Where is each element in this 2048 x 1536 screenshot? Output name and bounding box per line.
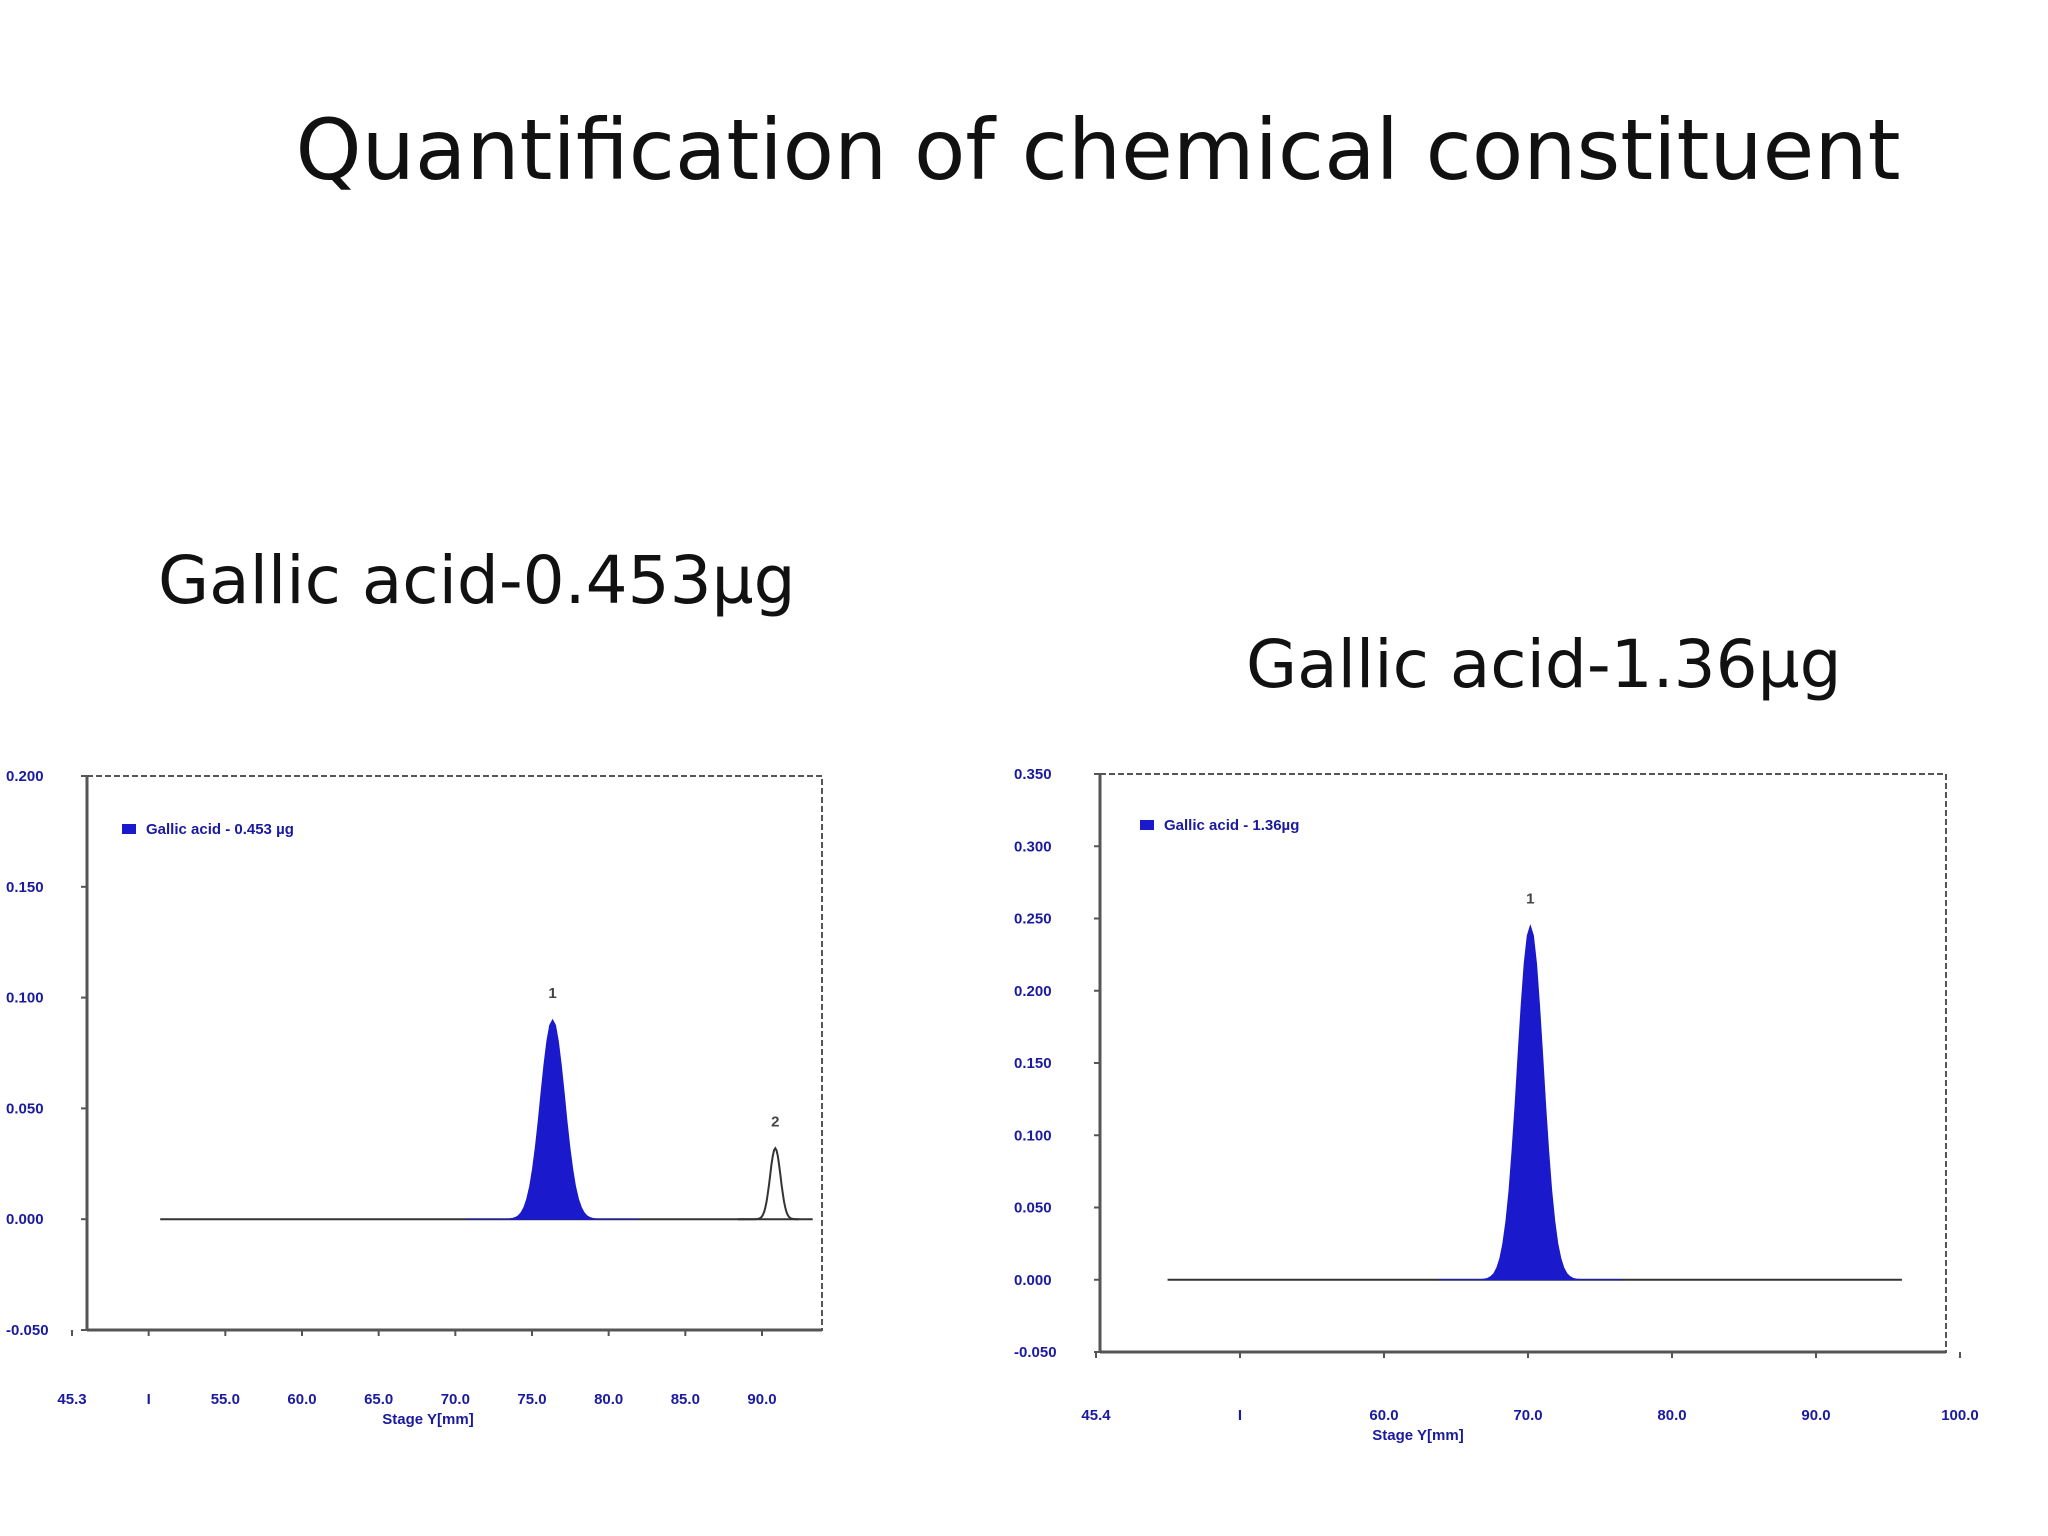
right-y-tick-label: 0.000 xyxy=(1014,1272,1052,1289)
right-y-tick-label: 0.350 xyxy=(1014,766,1052,783)
right-y-tick-label: 0.250 xyxy=(1014,911,1052,928)
left-legend-swatch xyxy=(122,824,136,834)
right-x-tick-label: 60.0 xyxy=(1369,1407,1398,1424)
left-peak-label-2: 2 xyxy=(771,1113,779,1130)
caption-left: Gallic acid-0.453µg xyxy=(158,542,796,619)
left-peak-1 xyxy=(466,1018,639,1220)
chromatogram-left: 0.200 0.150 0.100 0.050 0.000 -0.050 45.3 I 55.0… xyxy=(6,768,823,1428)
left-y-tick-label: 0.000 xyxy=(6,1211,44,1228)
left-peak-label-1: 1 xyxy=(548,985,556,1002)
right-peak-1 xyxy=(1438,924,1622,1281)
right-x-tick-label: 80.0 xyxy=(1657,1407,1686,1424)
left-x-tick-label: 70.0 xyxy=(441,1391,470,1408)
right-y-tick-label: 0.050 xyxy=(1014,1200,1052,1217)
left-y-tick-label: 0.100 xyxy=(6,990,44,1007)
right-x-tick-label: 100.0 xyxy=(1941,1407,1979,1424)
left-x-tick-label: 90.0 xyxy=(747,1391,776,1408)
right-y-tick-label: 0.150 xyxy=(1014,1055,1052,1072)
right-x-tick-label: 45.4 xyxy=(1081,1407,1111,1424)
left-plot-frame xyxy=(86,775,823,1331)
right-y-tick-label: 0.200 xyxy=(1014,983,1052,1000)
left-y-tick-label: 0.150 xyxy=(6,879,44,896)
right-y-tick-label: 0.100 xyxy=(1014,1127,1052,1144)
left-y-tick-label: 0.200 xyxy=(6,768,44,785)
chromatogram-right: 0.350 0.300 0.250 0.200 0.150 0.100 0.050 0.000… xyxy=(1014,766,1979,1444)
right-legend-swatch xyxy=(1140,820,1154,830)
right-peak-label-1: 1 xyxy=(1526,891,1534,908)
left-x-tick-label: 45.3 xyxy=(57,1391,86,1408)
left-x-tick-label: 60.0 xyxy=(287,1391,316,1408)
right-y-tick-label: -0.050 xyxy=(1014,1344,1057,1361)
left-peak-2 xyxy=(737,1146,813,1221)
left-y-tick-label: 0.050 xyxy=(6,1100,44,1117)
left-x-tick-label: I xyxy=(147,1391,151,1408)
left-y-tick-label: -0.050 xyxy=(6,1322,49,1339)
left-legend-label: Gallic acid - 0.453 µg xyxy=(146,821,294,838)
right-x-axis-label: Stage Y[mm] xyxy=(1372,1427,1463,1444)
right-legend-label: Gallic acid - 1.36µg xyxy=(1164,817,1299,834)
left-x-tick-label: 80.0 xyxy=(594,1391,623,1408)
right-x-tick-label: 70.0 xyxy=(1513,1407,1542,1424)
left-x-tick-label: 65.0 xyxy=(364,1391,393,1408)
right-x-tick-label: I xyxy=(1238,1407,1242,1424)
left-x-axis-label: Stage Y[mm] xyxy=(382,1411,473,1428)
left-x-tick-label: 75.0 xyxy=(517,1391,546,1408)
slide-title: Quantification of chemical constituent xyxy=(295,101,1901,199)
right-y-tick-label: 0.300 xyxy=(1014,838,1052,855)
left-x-tick-label: 85.0 xyxy=(671,1391,700,1408)
right-x-tick-label: 90.0 xyxy=(1801,1407,1830,1424)
left-x-tick-label: 55.0 xyxy=(211,1391,240,1408)
caption-right: Gallic acid-1.36µg xyxy=(1246,626,1842,703)
